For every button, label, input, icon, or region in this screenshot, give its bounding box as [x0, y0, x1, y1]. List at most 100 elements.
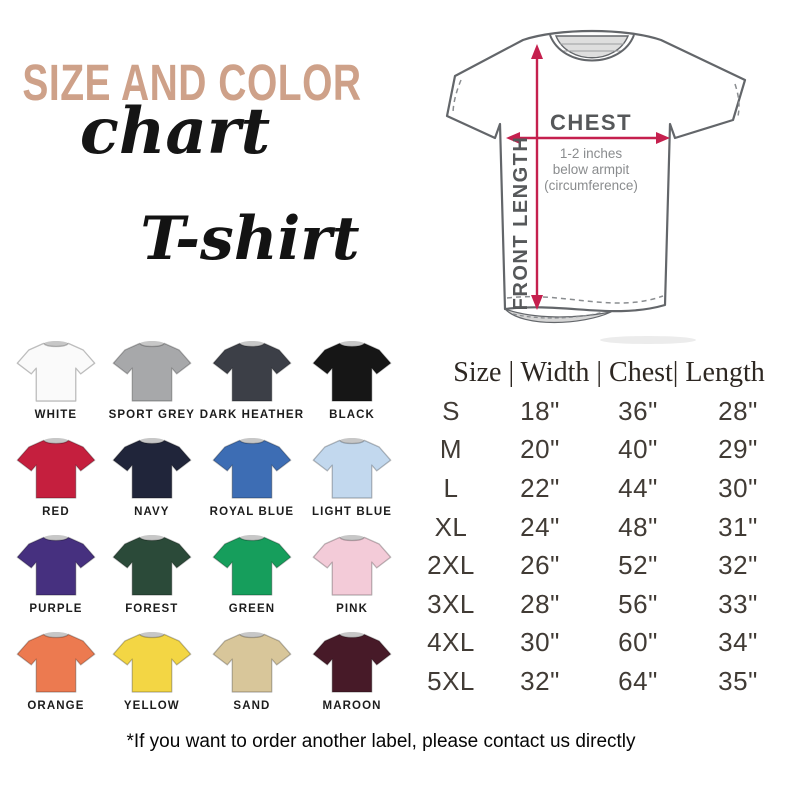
table-row: 3XL 28" 56" 33" — [420, 585, 798, 624]
chest-note-line1: 1-2 inches — [560, 146, 623, 161]
color-swatch: ORANGE — [8, 622, 104, 719]
page-title: SIZE AND COLOR — [22, 56, 362, 112]
cell-size: 2XL — [427, 550, 475, 581]
hem-stitch — [506, 295, 664, 304]
cell-size: 5XL — [427, 665, 475, 696]
table-row: M 20" 40" 29" — [420, 431, 798, 470]
size-table: Size | Width | Chest| Length S 18" 36" 2… — [420, 357, 798, 701]
swatch-label: PINK — [336, 603, 368, 615]
cell-length: 33" — [718, 588, 758, 619]
tshirt-collar — [139, 631, 165, 638]
swatch-label: FOREST — [125, 603, 179, 615]
swatch-label: DARK HEATHER — [199, 409, 305, 421]
cell-length: 29" — [718, 434, 758, 465]
left-sleeve-stitch — [452, 79, 462, 115]
table-row: XL 24" 48" 31" — [420, 508, 798, 547]
color-swatch: YELLOW — [104, 622, 200, 719]
collar-outer — [549, 34, 635, 62]
cell-chest: 44" — [618, 472, 658, 503]
tshirt-icon — [212, 534, 292, 596]
cell-chest: 36" — [618, 395, 658, 426]
front-length-label: FRONT LENGTH — [510, 136, 532, 311]
page-title-script: chart — [79, 94, 271, 169]
tshirt-icon — [16, 534, 96, 596]
tshirt-collar — [339, 437, 365, 444]
tshirt-outline — [445, 29, 747, 313]
color-swatch: SAND — [200, 622, 304, 719]
cell-width: 22" — [520, 472, 560, 503]
tshirt-icon — [312, 534, 392, 596]
cell-chest: 52" — [618, 550, 658, 581]
cell-length: 30" — [718, 472, 758, 503]
table-row: S 18" 36" 28" — [420, 392, 798, 431]
cell-size: 4XL — [427, 627, 475, 658]
cell-size: L — [443, 472, 459, 503]
chest-label: CHEST — [550, 110, 632, 135]
front-length-arrow — [531, 44, 543, 310]
cell-chest: 60" — [618, 627, 658, 658]
cell-size: S — [442, 395, 460, 426]
tshirt-icon — [16, 437, 96, 499]
collar-inner — [554, 35, 630, 59]
color-swatch: WHITE — [8, 331, 104, 428]
color-swatch: BLACK — [304, 331, 400, 428]
table-row: 4XL 30" 60" 34" — [420, 624, 798, 663]
tshirt-collar — [239, 534, 265, 541]
swatch-label: ORANGE — [27, 700, 85, 712]
cell-width: 32" — [520, 665, 560, 696]
right-sleeve-stitch — [734, 83, 740, 117]
tshirt-collar — [339, 631, 365, 638]
tshirt-icon — [112, 631, 192, 693]
tshirt-collar — [43, 631, 69, 638]
tshirt-collar — [339, 534, 365, 541]
tshirt-collar — [139, 437, 165, 444]
color-swatch: DARK HEATHER — [200, 331, 304, 428]
cell-chest: 56" — [618, 588, 658, 619]
color-swatch: FOREST — [104, 525, 200, 622]
tshirt-icon — [112, 340, 192, 402]
cell-length: 34" — [718, 627, 758, 658]
swatch-label: SAND — [233, 700, 271, 712]
tshirt-icon — [212, 437, 292, 499]
tshirt-collar — [339, 340, 365, 347]
chest-note-line2: below armpit — [553, 162, 630, 177]
tshirt-collar — [43, 437, 69, 444]
cell-chest: 48" — [618, 511, 658, 542]
color-swatch: ROYAL BLUE — [200, 428, 304, 525]
cell-length: 28" — [718, 395, 758, 426]
cell-width: 28" — [520, 588, 560, 619]
swatch-label: ROYAL BLUE — [209, 506, 295, 518]
tshirt-icon — [212, 631, 292, 693]
cell-length: 31" — [718, 511, 758, 542]
cell-width: 24" — [520, 511, 560, 542]
swatch-label: LIGHT BLUE — [312, 506, 393, 518]
cell-width: 26" — [520, 550, 560, 581]
hem-underside-stitch — [512, 311, 604, 319]
cell-length: 35" — [718, 665, 758, 696]
swatch-label: WHITE — [34, 409, 78, 421]
tshirt-collar — [239, 631, 265, 638]
product-name: T-shirt — [140, 204, 360, 274]
swatch-label: SPORT GREY — [108, 409, 196, 421]
tshirt-icon — [312, 437, 392, 499]
tshirt-icon — [16, 631, 96, 693]
cell-size: 3XL — [427, 588, 475, 619]
color-swatch: PINK — [304, 525, 400, 622]
tshirt-collar — [239, 340, 265, 347]
tshirt-collar — [43, 340, 69, 347]
swatch-label: BLACK — [329, 409, 375, 421]
cell-chest: 64" — [618, 665, 658, 696]
color-swatch: LIGHT BLUE — [304, 428, 400, 525]
footer-note: *If you want to order another label, ple… — [126, 731, 636, 752]
cell-size: XL — [434, 511, 468, 542]
size-table-rows: S 18" 36" 28" M 20" 40" 29" L 22" 44" 30… — [420, 392, 798, 701]
tshirt-icon — [112, 437, 192, 499]
color-swatch: NAVY — [104, 428, 200, 525]
cell-size: M — [439, 434, 463, 465]
cell-width: 18" — [520, 395, 560, 426]
chest-note-line3: (circumference) — [544, 178, 638, 193]
swatch-label: YELLOW — [123, 700, 180, 712]
tshirt-icon — [112, 534, 192, 596]
swatch-label: NAVY — [134, 506, 170, 518]
